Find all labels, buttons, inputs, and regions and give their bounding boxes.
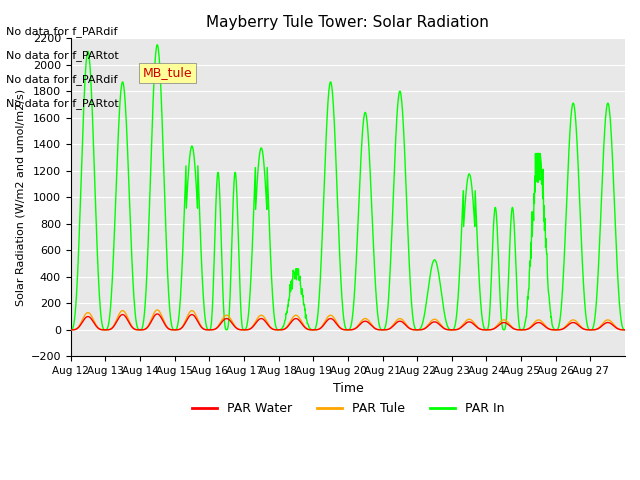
Line: PAR Water: PAR Water <box>71 314 625 330</box>
Text: No data for f_PARtot: No data for f_PARtot <box>6 49 119 60</box>
Text: No data for f_PARtot: No data for f_PARtot <box>6 97 119 108</box>
PAR Tule <box>479 327 486 333</box>
PAR Water <box>67 327 75 333</box>
PAR Tule <box>153 307 161 313</box>
PAR Tule <box>67 327 75 333</box>
PAR In <box>323 114 331 120</box>
PAR Tule <box>614 326 622 332</box>
PAR Tule <box>333 321 341 327</box>
PAR Tule <box>621 327 629 333</box>
PAR Water <box>621 327 629 333</box>
PAR Tule <box>560 325 568 331</box>
PAR In <box>154 43 162 48</box>
Text: No data for f_PARdif: No data for f_PARdif <box>6 25 118 36</box>
PAR Water <box>154 311 162 317</box>
PAR Water <box>560 325 568 331</box>
PAR Water <box>333 323 341 328</box>
Line: PAR In: PAR In <box>71 45 625 330</box>
Title: Mayberry Tule Tower: Solar Radiation: Mayberry Tule Tower: Solar Radiation <box>207 15 490 30</box>
PAR Tule <box>154 307 162 313</box>
X-axis label: Time: Time <box>333 382 364 395</box>
Text: MB_tule: MB_tule <box>143 66 193 79</box>
PAR In <box>333 200 341 206</box>
PAR In <box>153 42 161 48</box>
PAR Water <box>153 311 161 317</box>
PAR Water <box>323 318 331 324</box>
PAR Tule <box>323 315 331 321</box>
PAR In <box>621 327 629 333</box>
PAR Water <box>479 327 486 333</box>
Line: PAR Tule: PAR Tule <box>71 310 625 330</box>
Text: No data for f_PARdif: No data for f_PARdif <box>6 73 118 84</box>
PAR In <box>67 327 75 333</box>
Y-axis label: Solar Radiation (W/m2 and umol/m2/s): Solar Radiation (W/m2 and umol/m2/s) <box>15 89 25 306</box>
Legend: PAR Water, PAR Tule, PAR In: PAR Water, PAR Tule, PAR In <box>187 397 509 420</box>
PAR In <box>560 260 568 266</box>
PAR Water <box>614 326 622 332</box>
PAR In <box>614 281 622 287</box>
PAR In <box>479 319 486 325</box>
